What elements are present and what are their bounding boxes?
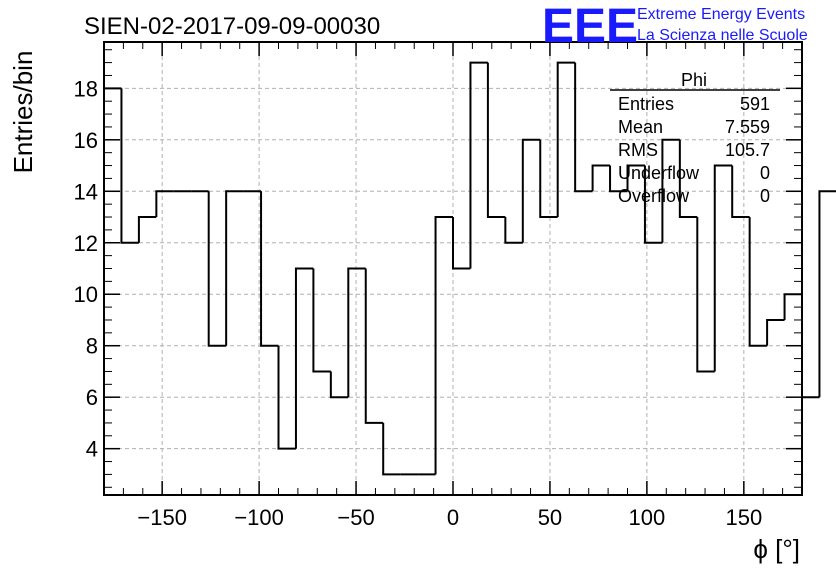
stats-label-mean: Mean <box>618 117 663 137</box>
histogram-bin <box>574 62 593 193</box>
histogram-bin <box>539 139 558 219</box>
x-tick-label: 150 <box>725 505 762 530</box>
histogram-bin <box>452 217 471 270</box>
y-tick-label: 16 <box>74 128 98 153</box>
y-tick-label: 4 <box>86 437 98 462</box>
y-axis-label: Entries/bin <box>8 51 38 174</box>
histogram-bin <box>277 345 296 450</box>
y-tick-label: 14 <box>74 179 98 204</box>
histogram-bin <box>766 318 785 346</box>
histogram-bin <box>521 138 541 243</box>
histogram-bin <box>609 165 628 193</box>
stats-value-entries: 591 <box>740 94 770 114</box>
x-tick-label: −150 <box>137 505 187 530</box>
y-tick-label: 10 <box>74 282 98 307</box>
axis-tick-labels: −150 −100 −50 0 50 100 150 4 6 8 10 12 14 16 18 <box>74 76 763 530</box>
x-tick-label: −50 <box>337 505 374 530</box>
histogram-bin <box>748 217 768 347</box>
histogram-bin <box>678 139 698 219</box>
logo-mark: EEE <box>542 0 638 53</box>
stats-label-underflow: Underflow <box>618 163 700 183</box>
histogram-bin <box>364 268 384 424</box>
histogram-bin <box>294 267 314 449</box>
axis-ticks <box>104 42 802 495</box>
histogram-bin <box>626 164 645 192</box>
stats-value-rms: 105.7 <box>725 140 770 160</box>
histogram-bin <box>469 61 488 269</box>
stats-value-overflow: 0 <box>760 186 770 206</box>
histogram-bin <box>137 216 157 243</box>
y-tick-label: 8 <box>86 334 98 359</box>
stats-box: Phi Entries 591 Mean 7.559 RMS 105.7 Und… <box>610 70 780 206</box>
histogram-bin <box>661 138 680 243</box>
histogram-bin <box>486 62 506 219</box>
histogram-bin <box>329 371 349 399</box>
histogram-bin <box>731 165 750 219</box>
histogram-bin <box>818 190 836 398</box>
x-tick-label: −100 <box>234 505 284 530</box>
logo-line-2: La Scienza nelle Scuole <box>637 27 808 44</box>
histogram-bin <box>225 190 244 346</box>
stats-value-underflow: 0 <box>760 163 770 183</box>
stats-value-mean: 7.559 <box>725 117 770 137</box>
histogram-bin <box>713 164 733 372</box>
eee-logo: EEE Extreme Energy Events La Scienza nel… <box>542 0 808 53</box>
x-axis-label: ϕ [°] <box>753 534 800 564</box>
stats-label-entries: Entries <box>618 94 674 114</box>
histogram-bin <box>643 165 663 244</box>
y-tick-label: 12 <box>74 231 98 256</box>
histogram-bin <box>382 422 401 476</box>
logo-line-1: Extreme Energy Events <box>637 6 805 23</box>
x-tick-label: 100 <box>629 505 666 530</box>
histogram-bin <box>504 217 523 244</box>
x-tick-label: 50 <box>538 505 562 530</box>
histogram-bin <box>207 191 227 347</box>
histogram-bin <box>120 88 139 244</box>
stats-label-overflow: Overflow <box>618 186 690 206</box>
histogram-bin <box>103 87 122 495</box>
y-tick-label: 6 <box>86 385 98 410</box>
histogram-bin <box>434 216 453 475</box>
stats-label-rms: RMS <box>618 140 658 160</box>
stats-title: Phi <box>681 70 707 90</box>
y-tick-label: 18 <box>74 76 98 101</box>
histogram-bin <box>696 217 715 373</box>
chart-title: SIEN-02-2017-09-09-00030 <box>84 13 380 40</box>
histogram-bin <box>347 267 366 398</box>
histogram-bin <box>155 190 174 218</box>
histogram-bin <box>801 294 820 399</box>
histogram-bin <box>312 268 331 373</box>
histogram-bin <box>556 61 576 218</box>
x-tick-label: 0 <box>447 505 459 530</box>
histogram-bin <box>260 191 279 347</box>
histogram-bin <box>591 164 611 192</box>
